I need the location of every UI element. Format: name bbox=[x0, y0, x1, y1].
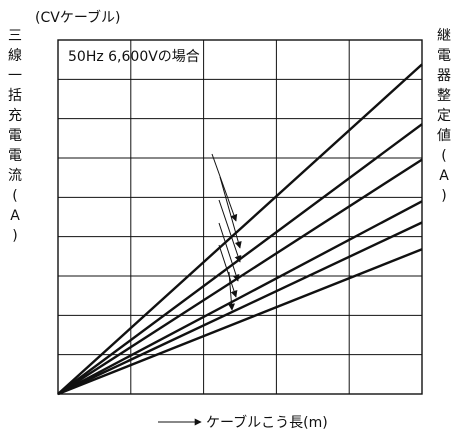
y-axis-label-char: A bbox=[10, 208, 20, 224]
series-line bbox=[57, 123, 423, 395]
series-line bbox=[57, 158, 423, 396]
y-axis-label-char: 電 bbox=[8, 128, 22, 144]
y2-axis-label-char: A bbox=[439, 168, 449, 184]
series-label-arrow bbox=[218, 199, 242, 263]
series-label-arrow bbox=[218, 222, 240, 282]
annotation-box-text: 50Hz 6,600Vの場合 bbox=[68, 49, 200, 65]
series-label-arrow bbox=[219, 176, 242, 249]
y-axis-label-char: 流 bbox=[8, 168, 22, 184]
y2-axis-label-char: 値 bbox=[437, 128, 451, 144]
series-label-arrow bbox=[228, 271, 235, 311]
y2-axis-label-char: 電 bbox=[437, 48, 451, 64]
y2-axis-label-char: ) bbox=[441, 188, 446, 204]
y-axis-label-char: ) bbox=[12, 228, 17, 244]
series-label-arrow bbox=[211, 153, 238, 222]
y-axis-label-char: 電 bbox=[8, 148, 22, 164]
y2-axis-label-char: 整 bbox=[437, 88, 451, 104]
y-axis-label-char: 括 bbox=[8, 88, 22, 104]
plot-frame bbox=[57, 39, 423, 395]
series-line bbox=[57, 63, 423, 395]
series-lines bbox=[57, 63, 423, 396]
y2-axis-label-char: ( bbox=[441, 148, 446, 164]
grid bbox=[58, 40, 422, 394]
y-axis-label-char: 三 bbox=[8, 28, 22, 44]
series-line bbox=[57, 200, 423, 396]
y-axis-label-char: 線 bbox=[8, 48, 22, 64]
y2-axis-label-char: 継 bbox=[437, 28, 451, 44]
y-axis-label-char: ( bbox=[12, 188, 17, 204]
y-axis-label-char: 充 bbox=[8, 108, 22, 124]
y2-axis-label-char: 器 bbox=[437, 68, 451, 84]
series-line bbox=[57, 248, 423, 396]
series-labels bbox=[211, 153, 242, 311]
series-line bbox=[57, 221, 423, 396]
x-axis-label: ケーブルこう長(m) bbox=[206, 414, 328, 431]
y-axis-label-char: 一 bbox=[8, 68, 22, 84]
series-label-arrow bbox=[218, 244, 238, 298]
chart-title: (CVケーブル) bbox=[35, 9, 120, 26]
y2-axis-label-char: 定 bbox=[437, 108, 451, 124]
